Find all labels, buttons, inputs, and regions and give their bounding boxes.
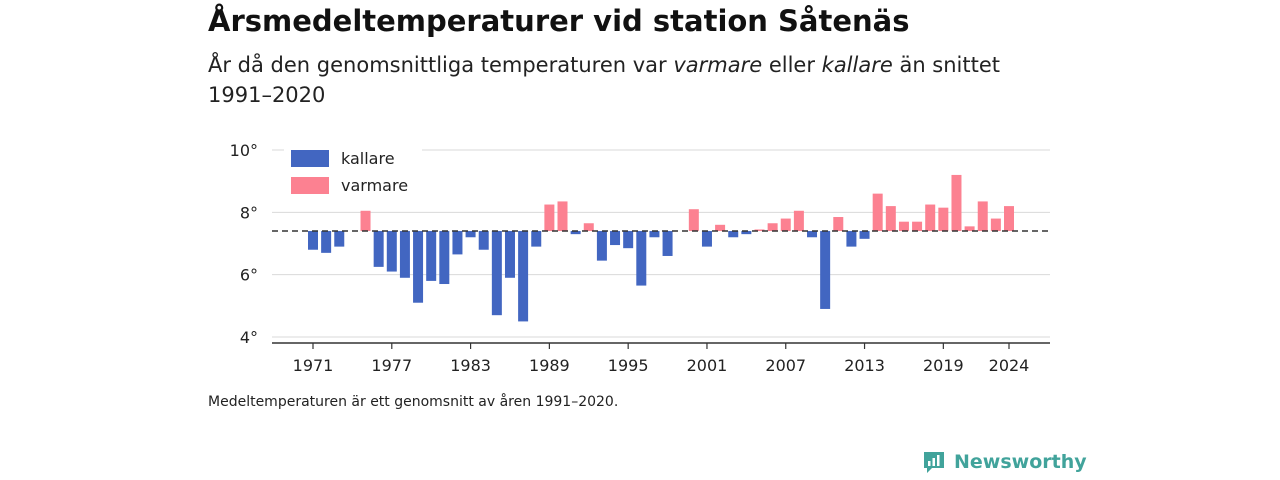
- bar-1971: [308, 231, 318, 250]
- bar-1983: [465, 231, 476, 238]
- y-tick-label: 4°: [240, 328, 258, 347]
- bar-2006: [767, 223, 778, 232]
- bar-2000: [688, 209, 699, 232]
- x-tick-label: 1989: [529, 356, 570, 375]
- bar-2018: [925, 204, 936, 232]
- bar-2016: [898, 221, 909, 232]
- bar-2019: [938, 207, 949, 232]
- x-tick-label: 2013: [844, 356, 885, 375]
- bar-2008: [793, 210, 804, 232]
- bar-1975: [360, 210, 371, 232]
- bar-2003: [728, 231, 739, 238]
- bars: [308, 174, 1014, 322]
- bar-1992: [583, 223, 594, 232]
- bar-2010: [820, 231, 831, 309]
- bar-2015: [885, 206, 896, 232]
- bar-1980: [426, 231, 437, 281]
- bar-2023: [990, 218, 1001, 232]
- bar-2005: [754, 229, 765, 232]
- y-tick-label: 6°: [240, 266, 258, 285]
- bar-2014: [872, 193, 883, 232]
- bar-1985: [491, 231, 502, 316]
- x-tick-label: 1971: [293, 356, 334, 375]
- newsworthy-logo-icon: [924, 452, 944, 473]
- bar-1991: [570, 231, 581, 235]
- bar-1994: [610, 231, 621, 246]
- bar-1972: [321, 231, 332, 253]
- bar-1995: [623, 231, 634, 249]
- bar-1997: [649, 231, 660, 238]
- bar-2013: [859, 231, 870, 239]
- bar-1988: [531, 231, 542, 247]
- chart-subtitle: År då den genomsnittliga temperaturen va…: [208, 50, 1028, 110]
- x-tick-label: 2024: [989, 356, 1030, 375]
- bar-1984: [478, 231, 489, 250]
- temperature-bar-chart: 1971 1977 1983 1989 1995 2001 2007 2013 2019 2024…: [230, 141, 1050, 375]
- legend-swatch-colder: [291, 150, 329, 167]
- x-tick-label: 1995: [608, 356, 649, 375]
- bar-2012: [846, 231, 857, 247]
- bar-2004: [741, 231, 752, 235]
- bar-1993: [596, 231, 607, 261]
- legend: kallare varmare: [284, 146, 422, 198]
- bar-2011: [833, 217, 844, 232]
- bar-2007: [780, 218, 791, 232]
- bar-1982: [452, 231, 463, 255]
- bar-1996: [636, 231, 647, 286]
- bar-2009: [807, 231, 818, 238]
- chart-title: Årsmedeltemperaturer vid station Såtenäs: [208, 4, 910, 38]
- bar-2024: [1004, 206, 1014, 232]
- brand-logo: Newsworthy: [922, 450, 1087, 474]
- bar-2001: [701, 231, 712, 247]
- x-tick-label: 2019: [923, 356, 964, 375]
- bar-1998: [662, 231, 673, 256]
- subtitle-text-1: År då den genomsnittliga temperaturen va…: [208, 53, 674, 77]
- bar-1976: [373, 231, 384, 267]
- brand-name: Newsworthy: [954, 451, 1087, 473]
- bar-1990: [557, 201, 568, 232]
- bar-2021: [964, 226, 975, 232]
- subtitle-warmer-word: varmare: [673, 53, 763, 77]
- legend-swatch-warmer: [291, 177, 329, 194]
- bar-1979: [413, 231, 424, 303]
- legend-label-warmer: varmare: [341, 176, 408, 195]
- subtitle-text-2: eller: [762, 53, 822, 77]
- subtitle-text-3: än snittet 1991–2020: [208, 53, 1001, 107]
- y-tick-label: 10°: [230, 141, 258, 160]
- x-tick-label: 2001: [687, 356, 728, 375]
- x-tick-label: 2007: [765, 356, 806, 375]
- bar-2002: [715, 224, 726, 232]
- bar-1986: [504, 231, 515, 278]
- x-tick-label: 1977: [371, 356, 412, 375]
- bar-2022: [977, 201, 988, 232]
- x-tick-label: 1983: [450, 356, 491, 375]
- y-axis-ticks: 4° 6° 8° 10°: [230, 141, 258, 347]
- x-axis-ticks: 1971 1977 1983 1989 1995 2001 2007 2013 2019 2024: [293, 343, 1030, 375]
- bar-1981: [439, 231, 450, 285]
- bar-1973: [334, 231, 345, 247]
- bar-2020: [951, 174, 962, 232]
- footnote: Medeltemperaturen är ett genomsnitt av å…: [208, 394, 619, 410]
- bar-1987: [518, 231, 529, 322]
- y-tick-label: 8°: [240, 203, 258, 222]
- bar-1977: [386, 231, 397, 272]
- legend-label-colder: kallare: [341, 149, 395, 168]
- subtitle-colder-word: kallare: [821, 53, 893, 77]
- bar-1989: [544, 204, 555, 232]
- bar-1978: [399, 231, 410, 278]
- bar-2017: [912, 221, 923, 232]
